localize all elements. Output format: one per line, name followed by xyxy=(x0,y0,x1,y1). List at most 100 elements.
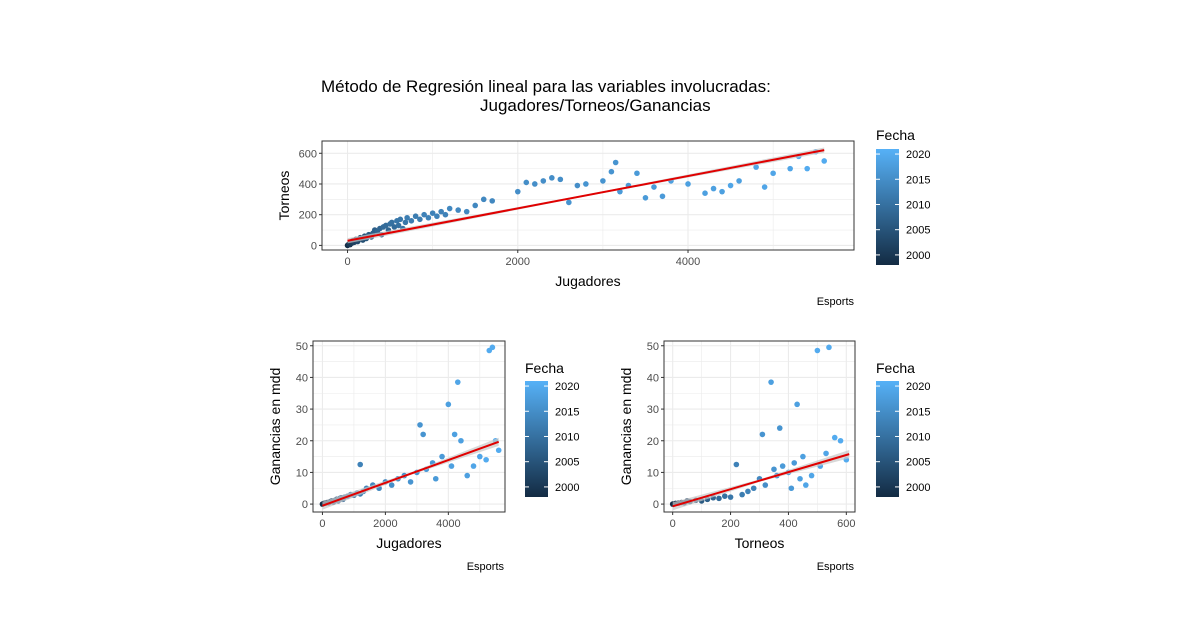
data-point xyxy=(659,193,666,200)
data-point xyxy=(634,170,640,177)
data-point xyxy=(495,447,502,454)
data-point xyxy=(710,185,717,192)
data-point xyxy=(523,179,530,186)
data-point xyxy=(821,158,828,164)
data-point xyxy=(761,184,768,190)
data-point xyxy=(420,431,426,438)
y-tick-label: 600 xyxy=(299,148,317,160)
data-point xyxy=(776,425,783,431)
regression-line-bottom-left xyxy=(322,440,500,507)
y-tick-label: 30 xyxy=(647,404,659,416)
y-tick-label: 20 xyxy=(647,436,659,448)
x-axis-label: Jugadores xyxy=(376,535,441,551)
x-tick-label: 600 xyxy=(837,518,855,530)
legend-tick-label: 2000 xyxy=(906,250,930,262)
regression-line-top xyxy=(347,149,825,242)
y-tick-label: 30 xyxy=(296,404,308,416)
x-tick-label: 4000 xyxy=(436,518,460,530)
legend-colorbar xyxy=(876,381,899,497)
data-point xyxy=(470,463,477,469)
data-point xyxy=(357,461,364,468)
y-tick-label: 40 xyxy=(296,372,308,384)
data-point xyxy=(432,475,439,482)
panel-border-bottom-left xyxy=(312,340,506,513)
data-point xyxy=(429,210,436,216)
data-point xyxy=(438,208,444,215)
data-point xyxy=(797,475,803,482)
data-point xyxy=(483,456,489,463)
legend-colorbar xyxy=(876,149,899,265)
legend-tick-label: 2010 xyxy=(906,431,930,443)
legend-tick-label: 2020 xyxy=(906,149,930,161)
chart-title-line-2: Jugadores/Torneos/Ganancias xyxy=(480,96,711,115)
panel-border-top xyxy=(321,140,855,251)
data-point xyxy=(721,493,728,499)
legend-tick-label: 2000 xyxy=(906,482,930,494)
data-point xyxy=(787,165,793,172)
plot-caption: Esports xyxy=(467,561,505,573)
data-point xyxy=(736,178,742,184)
data-point xyxy=(383,222,389,229)
data-point xyxy=(745,488,751,495)
data-point xyxy=(837,437,844,444)
data-point xyxy=(388,219,395,226)
data-point xyxy=(685,181,691,187)
x-axis-label: Jugadores xyxy=(555,273,620,289)
legend-colorbar xyxy=(525,381,548,497)
x-axis-label: Torneos xyxy=(735,535,785,551)
data-point xyxy=(826,344,832,351)
x-tick-label: 0 xyxy=(344,256,350,268)
data-point xyxy=(434,213,440,220)
data-point xyxy=(421,211,427,218)
legend-tick-label: 2000 xyxy=(555,482,579,494)
data-point xyxy=(791,460,798,466)
data-point xyxy=(397,216,404,223)
legend-tick-label: 2010 xyxy=(906,199,930,211)
legend-tick-label: 2005 xyxy=(906,457,930,469)
plot-caption: Esports xyxy=(817,561,855,573)
data-point xyxy=(823,450,829,457)
data-point xyxy=(417,216,423,223)
data-point xyxy=(739,491,745,498)
data-point xyxy=(808,472,815,479)
data-point xyxy=(803,482,809,488)
data-point xyxy=(814,347,821,354)
data-point xyxy=(407,479,414,485)
x-tick-label: 0 xyxy=(670,518,676,530)
data-point xyxy=(549,175,555,181)
data-point xyxy=(408,218,415,224)
legend-tick-label: 2010 xyxy=(555,431,579,443)
data-point xyxy=(800,453,806,460)
data-point xyxy=(391,224,398,230)
data-point xyxy=(831,434,838,441)
x-tick-label: 0 xyxy=(319,518,325,530)
data-point xyxy=(566,199,572,206)
data-point xyxy=(445,401,452,408)
x-tick-label: 2000 xyxy=(373,518,397,530)
y-axis-label: Ganancias en mdd xyxy=(618,368,634,486)
data-point xyxy=(463,208,470,215)
legend-tick-label: 2005 xyxy=(906,225,930,237)
data-point xyxy=(804,165,810,172)
data-point xyxy=(574,182,581,189)
data-point xyxy=(768,379,774,385)
data-point xyxy=(455,207,461,213)
data-point xyxy=(642,195,649,201)
data-point xyxy=(464,472,471,479)
y-tick-label: 20 xyxy=(296,436,308,448)
data-point xyxy=(425,214,432,221)
data-point xyxy=(451,431,458,438)
data-point xyxy=(388,482,395,488)
legend-tick-label: 2015 xyxy=(906,174,930,186)
data-point xyxy=(446,205,453,212)
data-point xyxy=(608,168,615,175)
data-point xyxy=(702,190,708,196)
legend-tick-label: 2015 xyxy=(555,406,579,418)
data-point xyxy=(477,453,483,460)
data-point xyxy=(770,170,776,177)
legend-title: Fecha xyxy=(525,360,564,376)
data-point xyxy=(771,466,777,473)
data-point xyxy=(753,164,759,170)
regression-line-bottom-right xyxy=(672,453,850,508)
data-point xyxy=(489,344,496,351)
